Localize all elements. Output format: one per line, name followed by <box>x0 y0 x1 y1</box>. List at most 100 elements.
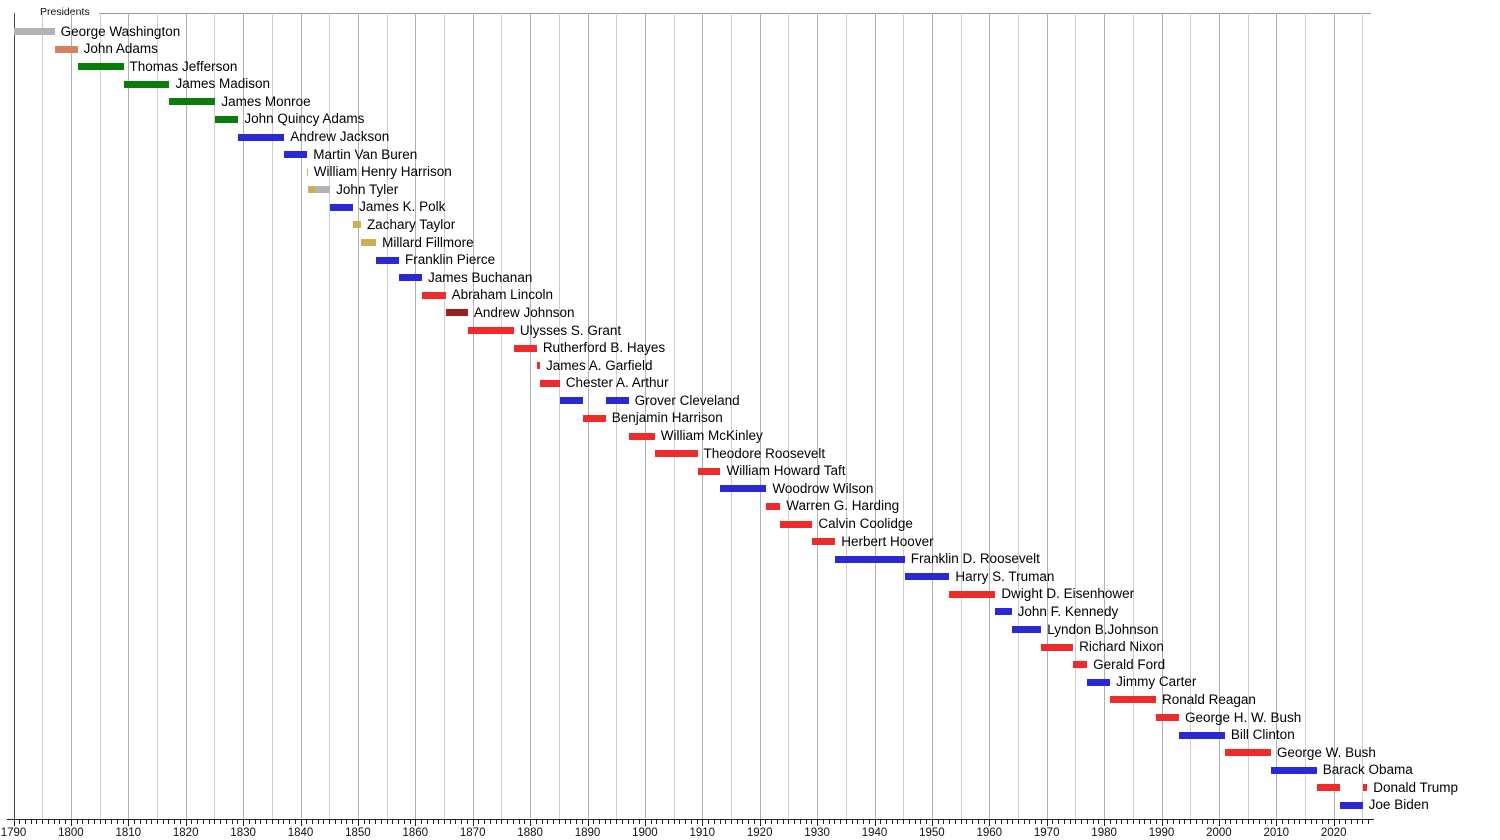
president-bar <box>559 397 583 405</box>
x-axis-tick-label: 1960 <box>976 827 1003 839</box>
gridline-1805 <box>99 13 101 819</box>
x-axis-minor-tick-2009 <box>1270 820 1272 824</box>
x-axis-major-tick-1980 <box>1104 820 1106 826</box>
gridline-2010 <box>1276 13 1278 819</box>
gridline-1810 <box>128 13 130 819</box>
x-axis-minor-tick-1914 <box>725 820 727 824</box>
x-axis-minor-tick-2016 <box>1310 820 1312 824</box>
gridline-2020 <box>1333 13 1335 819</box>
president-bar <box>513 344 537 352</box>
x-axis-minor-tick-1815 <box>157 820 158 824</box>
gridline-1935 <box>845 13 847 819</box>
x-axis-minor-tick-1902 <box>656 820 658 824</box>
x-axis-minor-tick-1975 <box>1075 820 1077 824</box>
x-axis-tick-label: 2010 <box>1263 827 1290 839</box>
x-axis-minor-tick-1924 <box>782 820 784 824</box>
x-axis-minor-tick-1923 <box>776 820 778 824</box>
gridline-1815 <box>157 13 158 819</box>
gridline-1840 <box>300 13 302 819</box>
x-axis-minor-tick-1861 <box>421 820 423 824</box>
x-axis-minor-tick-1879 <box>524 820 526 824</box>
president-label: John Tyler <box>336 181 399 197</box>
president-bar <box>330 203 354 211</box>
gridline-2005 <box>1247 13 1249 819</box>
x-axis-minor-tick-1973 <box>1063 820 1065 824</box>
x-axis-minor-tick-1994 <box>1184 820 1186 824</box>
president-label: Thomas Jefferson <box>129 58 238 74</box>
gridline-1990 <box>1161 13 1163 819</box>
x-axis-minor-tick-1848 <box>346 820 348 824</box>
president-bar <box>284 151 308 159</box>
x-axis-minor-tick-1799 <box>65 820 67 824</box>
president-label: Woodrow Wilson <box>772 480 874 496</box>
x-axis-minor-tick-1955 <box>960 820 962 824</box>
x-axis-minor-tick-1901 <box>650 820 652 824</box>
x-axis-minor-tick-1947 <box>914 820 916 824</box>
x-axis-minor-tick-1959 <box>983 820 985 824</box>
president-label: Franklin D. Roosevelt <box>910 551 1040 567</box>
x-axis-minor-tick-1851 <box>363 820 365 824</box>
x-axis-minor-tick-1912 <box>713 820 715 824</box>
x-axis-minor-tick-1808 <box>116 820 118 824</box>
x-axis-minor-tick-2026 <box>1368 820 1370 824</box>
x-axis-minor-tick-1962 <box>1000 820 1002 824</box>
x-axis-minor-tick-1942 <box>885 820 887 824</box>
president-label: William Howard Taft <box>726 463 846 479</box>
x-axis-minor-tick-1932 <box>828 820 830 824</box>
x-axis-minor-tick-1839 <box>294 820 296 824</box>
x-axis-minor-tick-1918 <box>748 820 750 824</box>
president-bar <box>1156 714 1179 721</box>
president-label: Chester A. Arthur <box>565 375 669 391</box>
gridline-1880 <box>530 13 532 819</box>
x-axis-minor-tick-1991 <box>1167 820 1169 824</box>
gridline-1845 <box>329 13 331 819</box>
president-bar <box>1011 626 1042 634</box>
x-axis-minor-tick-1949 <box>926 820 928 824</box>
president-label: Bill Clinton <box>1230 727 1295 743</box>
x-axis-major-tick-1960 <box>989 820 991 826</box>
x-axis-minor-tick-1986 <box>1138 820 1140 824</box>
x-axis-minor-tick-1972 <box>1058 820 1060 824</box>
x-axis-tick-label: 2020 <box>1320 827 1347 839</box>
x-axis-minor-tick-1838 <box>289 820 291 824</box>
president-bar <box>1110 696 1157 704</box>
x-axis-minor-tick-1793 <box>30 820 32 824</box>
x-axis-minor-tick-1969 <box>1040 820 1042 824</box>
x-axis-minor-tick-1804 <box>93 820 95 824</box>
president-bar <box>1339 801 1363 809</box>
gridline-1820 <box>185 13 187 819</box>
x-axis-minor-tick-1798 <box>59 820 61 824</box>
x-axis-major-tick-1970 <box>1046 820 1048 826</box>
x-axis-major-tick-1850 <box>357 820 359 826</box>
x-axis-minor-tick-1993 <box>1178 820 1180 824</box>
x-axis-minor-tick-1809 <box>122 820 124 824</box>
president-bar <box>314 186 331 194</box>
x-axis-minor-tick-1862 <box>426 820 428 824</box>
x-axis-minor-tick-1989 <box>1155 820 1157 824</box>
x-axis-minor-tick-1935 <box>845 820 847 824</box>
x-axis-minor-tick-1908 <box>690 820 692 824</box>
x-axis-minor-tick-1906 <box>679 820 681 824</box>
x-axis-tick-label: 1950 <box>919 827 945 839</box>
gridline-2000 <box>1218 13 1220 819</box>
x-axis-minor-tick-1813 <box>145 820 147 824</box>
president-label: Barack Obama <box>1322 762 1413 778</box>
x-axis-minor-tick-1926 <box>794 820 796 824</box>
president-label: Franklin Pierce <box>405 252 496 268</box>
x-axis-minor-tick-1984 <box>1127 820 1129 824</box>
x-axis-minor-tick-1847 <box>340 820 342 824</box>
president-bar <box>536 362 540 370</box>
president-label: John F. Kennedy <box>1017 603 1119 619</box>
title-rule <box>99 13 1371 14</box>
x-axis-minor-tick-2017 <box>1316 820 1318 824</box>
x-axis-minor-tick-1928 <box>805 820 807 824</box>
x-axis-minor-tick-1871 <box>478 820 480 824</box>
x-axis-minor-tick-1841 <box>306 820 308 824</box>
x-axis-minor-tick-1956 <box>966 820 968 824</box>
x-axis-minor-tick-1794 <box>36 820 38 824</box>
x-axis-minor-tick-1958 <box>977 820 979 824</box>
gridline-1795 <box>42 13 44 819</box>
president-bar <box>628 432 655 440</box>
gridline-1920 <box>759 13 761 819</box>
x-axis-minor-tick-1944 <box>897 820 899 824</box>
